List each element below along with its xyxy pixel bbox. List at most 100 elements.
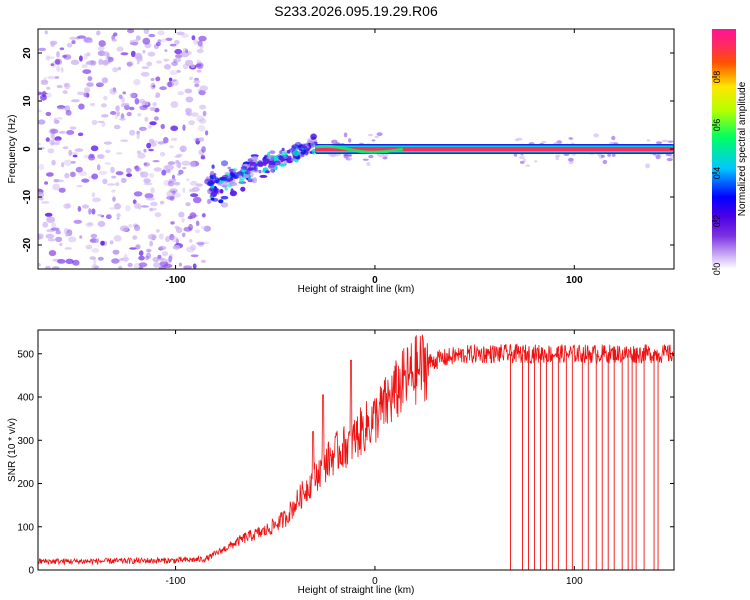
spectrogram-y-axis-label: Frequency (Hz)	[7, 115, 18, 184]
spectrogram-noise-cell	[91, 192, 96, 198]
spectrogram-noise-cell	[50, 227, 60, 231]
spectrogram-noise-cell	[143, 162, 150, 167]
spectrogram-noise-cell	[169, 145, 174, 149]
colorbar-gradient	[712, 29, 736, 269]
snr-background	[38, 330, 674, 570]
spectrogram-noise-cell	[56, 105, 66, 109]
spectrogram-noise-cell	[61, 162, 65, 168]
spectrogram-noise-cell	[164, 164, 174, 171]
spectrogram-noise-cell	[161, 251, 169, 257]
spectrogram-noise-cell	[57, 106, 66, 110]
spectrogram-noise-cell	[91, 173, 99, 180]
spectrogram-carrier-halo	[667, 140, 674, 143]
spectrogram-noise-cell	[47, 75, 55, 80]
spectrogram-noise-cell	[38, 142, 42, 146]
spectrogram-noise-cell	[91, 119, 98, 125]
spectrogram-chirp-cell	[291, 144, 299, 149]
spectrogram-noise-cell	[131, 39, 139, 46]
spectrogram-noise-cell	[58, 131, 66, 134]
spectrogram-noise-cell	[70, 152, 79, 155]
spectrogram-noise-cell	[116, 217, 120, 220]
spectrogram-chirp-cell	[219, 176, 228, 181]
spectrogram-noise-cell	[41, 200, 50, 204]
spectrogram-noise-cell	[38, 91, 42, 96]
spectrogram-noise-cell	[71, 99, 80, 103]
spectrogram-noise-cell	[133, 191, 143, 197]
spectrogram-noise-cell	[157, 141, 165, 145]
spectrogram-noise-cell	[173, 181, 181, 186]
spectrogram-carrier-halo	[555, 156, 560, 161]
spectrogram-chirp-cell	[240, 166, 248, 170]
spectrogram-noise-cell	[190, 254, 199, 258]
spectrogram-noise-cell	[102, 178, 108, 185]
spectrogram-noise-cell	[189, 239, 193, 243]
spectrogram-noise-cell	[138, 266, 144, 269]
spectrogram-y-tick-label: 0	[22, 146, 33, 152]
spectrogram-noise-cell	[196, 69, 202, 73]
spectrogram-carrier-halo	[362, 158, 369, 161]
spectrogram-noise-cell	[111, 39, 117, 42]
spectrogram-noise-cell	[147, 233, 157, 240]
spectrogram-chirp-cell	[273, 155, 279, 161]
spectrogram-noise-cell	[134, 224, 141, 232]
spectrogram-noise-cell	[168, 179, 173, 184]
spectrogram-noise-cell	[101, 114, 109, 118]
spectrogram-noise-cell	[138, 262, 148, 268]
spectrogram-noise-cell	[176, 153, 183, 158]
spectrogram-noise-cell	[91, 208, 96, 215]
spectrogram-noise-cell	[103, 141, 112, 145]
spectrogram-noise-cell	[101, 120, 106, 128]
spectrogram-noise-cell	[148, 148, 155, 152]
spectrogram-y-tick-label: -20	[22, 237, 33, 252]
spectrogram-noise-cell	[109, 207, 116, 210]
spectrogram-noise-cell	[126, 111, 132, 117]
carrier-wiggle	[314, 144, 404, 154]
spectrogram-noise-cell	[85, 61, 92, 65]
spectrogram-noise-cell	[75, 166, 83, 173]
spectrogram-noise-cell	[181, 160, 191, 166]
spectrogram-noise-cell	[91, 264, 98, 269]
spectrogram-noise-cell	[144, 116, 149, 122]
spectrogram-noise-cell	[126, 173, 132, 178]
spectrogram-noise-cell	[88, 208, 92, 215]
spectrogram-noise-cell	[83, 53, 88, 60]
spectrogram-noise-cell	[129, 39, 133, 45]
spectrogram-noise-cell	[50, 63, 55, 66]
spectrogram-noise-cell	[153, 167, 162, 172]
spectrogram-noise-cell	[165, 37, 173, 41]
spectrogram-chirp-cell	[263, 158, 270, 165]
spectrogram-noise-cell	[150, 78, 155, 81]
spectrogram-noise-cell	[175, 54, 183, 59]
spectrogram-noise-cell	[109, 240, 114, 245]
spectrogram-noise-cell	[172, 192, 181, 198]
spectrogram-noise-cell	[201, 213, 206, 218]
spectrogram-noise-cell	[44, 181, 49, 185]
spectrogram-chirp-cell	[206, 181, 215, 187]
spectrogram-noise-cell	[174, 40, 180, 45]
spectrogram-noise-cell	[130, 92, 138, 99]
spectrogram-noise-cell	[112, 67, 118, 73]
spectrogram-noise-cell	[125, 205, 131, 212]
spectrogram-noise-cell	[186, 112, 191, 116]
spectrogram-noise-cell	[116, 152, 123, 155]
spectrogram-noise-cell	[73, 219, 83, 224]
spectrogram-noise-cell	[122, 91, 126, 95]
spectrogram-noise-cell	[44, 265, 51, 269]
spectrogram-noise-cell	[199, 85, 208, 92]
spectrogram-noise-cell	[116, 111, 120, 117]
spectrogram-carrier-halo	[611, 135, 616, 141]
spectrogram-noise-cell	[174, 57, 182, 63]
spectrogram-noise-cell	[120, 139, 129, 142]
spectrogram-noise-cell	[42, 221, 49, 228]
colorbar-ticks: 0.0 0.2 0.4 0.6 0.8	[712, 71, 722, 275]
spectrogram-noise-cell	[114, 112, 119, 120]
spectrogram-chirp-cell	[224, 187, 228, 191]
spectrogram-noise-cell	[102, 59, 109, 66]
spectrogram-noise-cell	[150, 201, 158, 207]
spectrogram-noise-cell	[45, 55, 51, 61]
spectrogram-noise-cell	[171, 236, 179, 243]
spectrogram-noise-cell	[186, 178, 190, 182]
spectrogram-noise-cell	[38, 234, 42, 240]
